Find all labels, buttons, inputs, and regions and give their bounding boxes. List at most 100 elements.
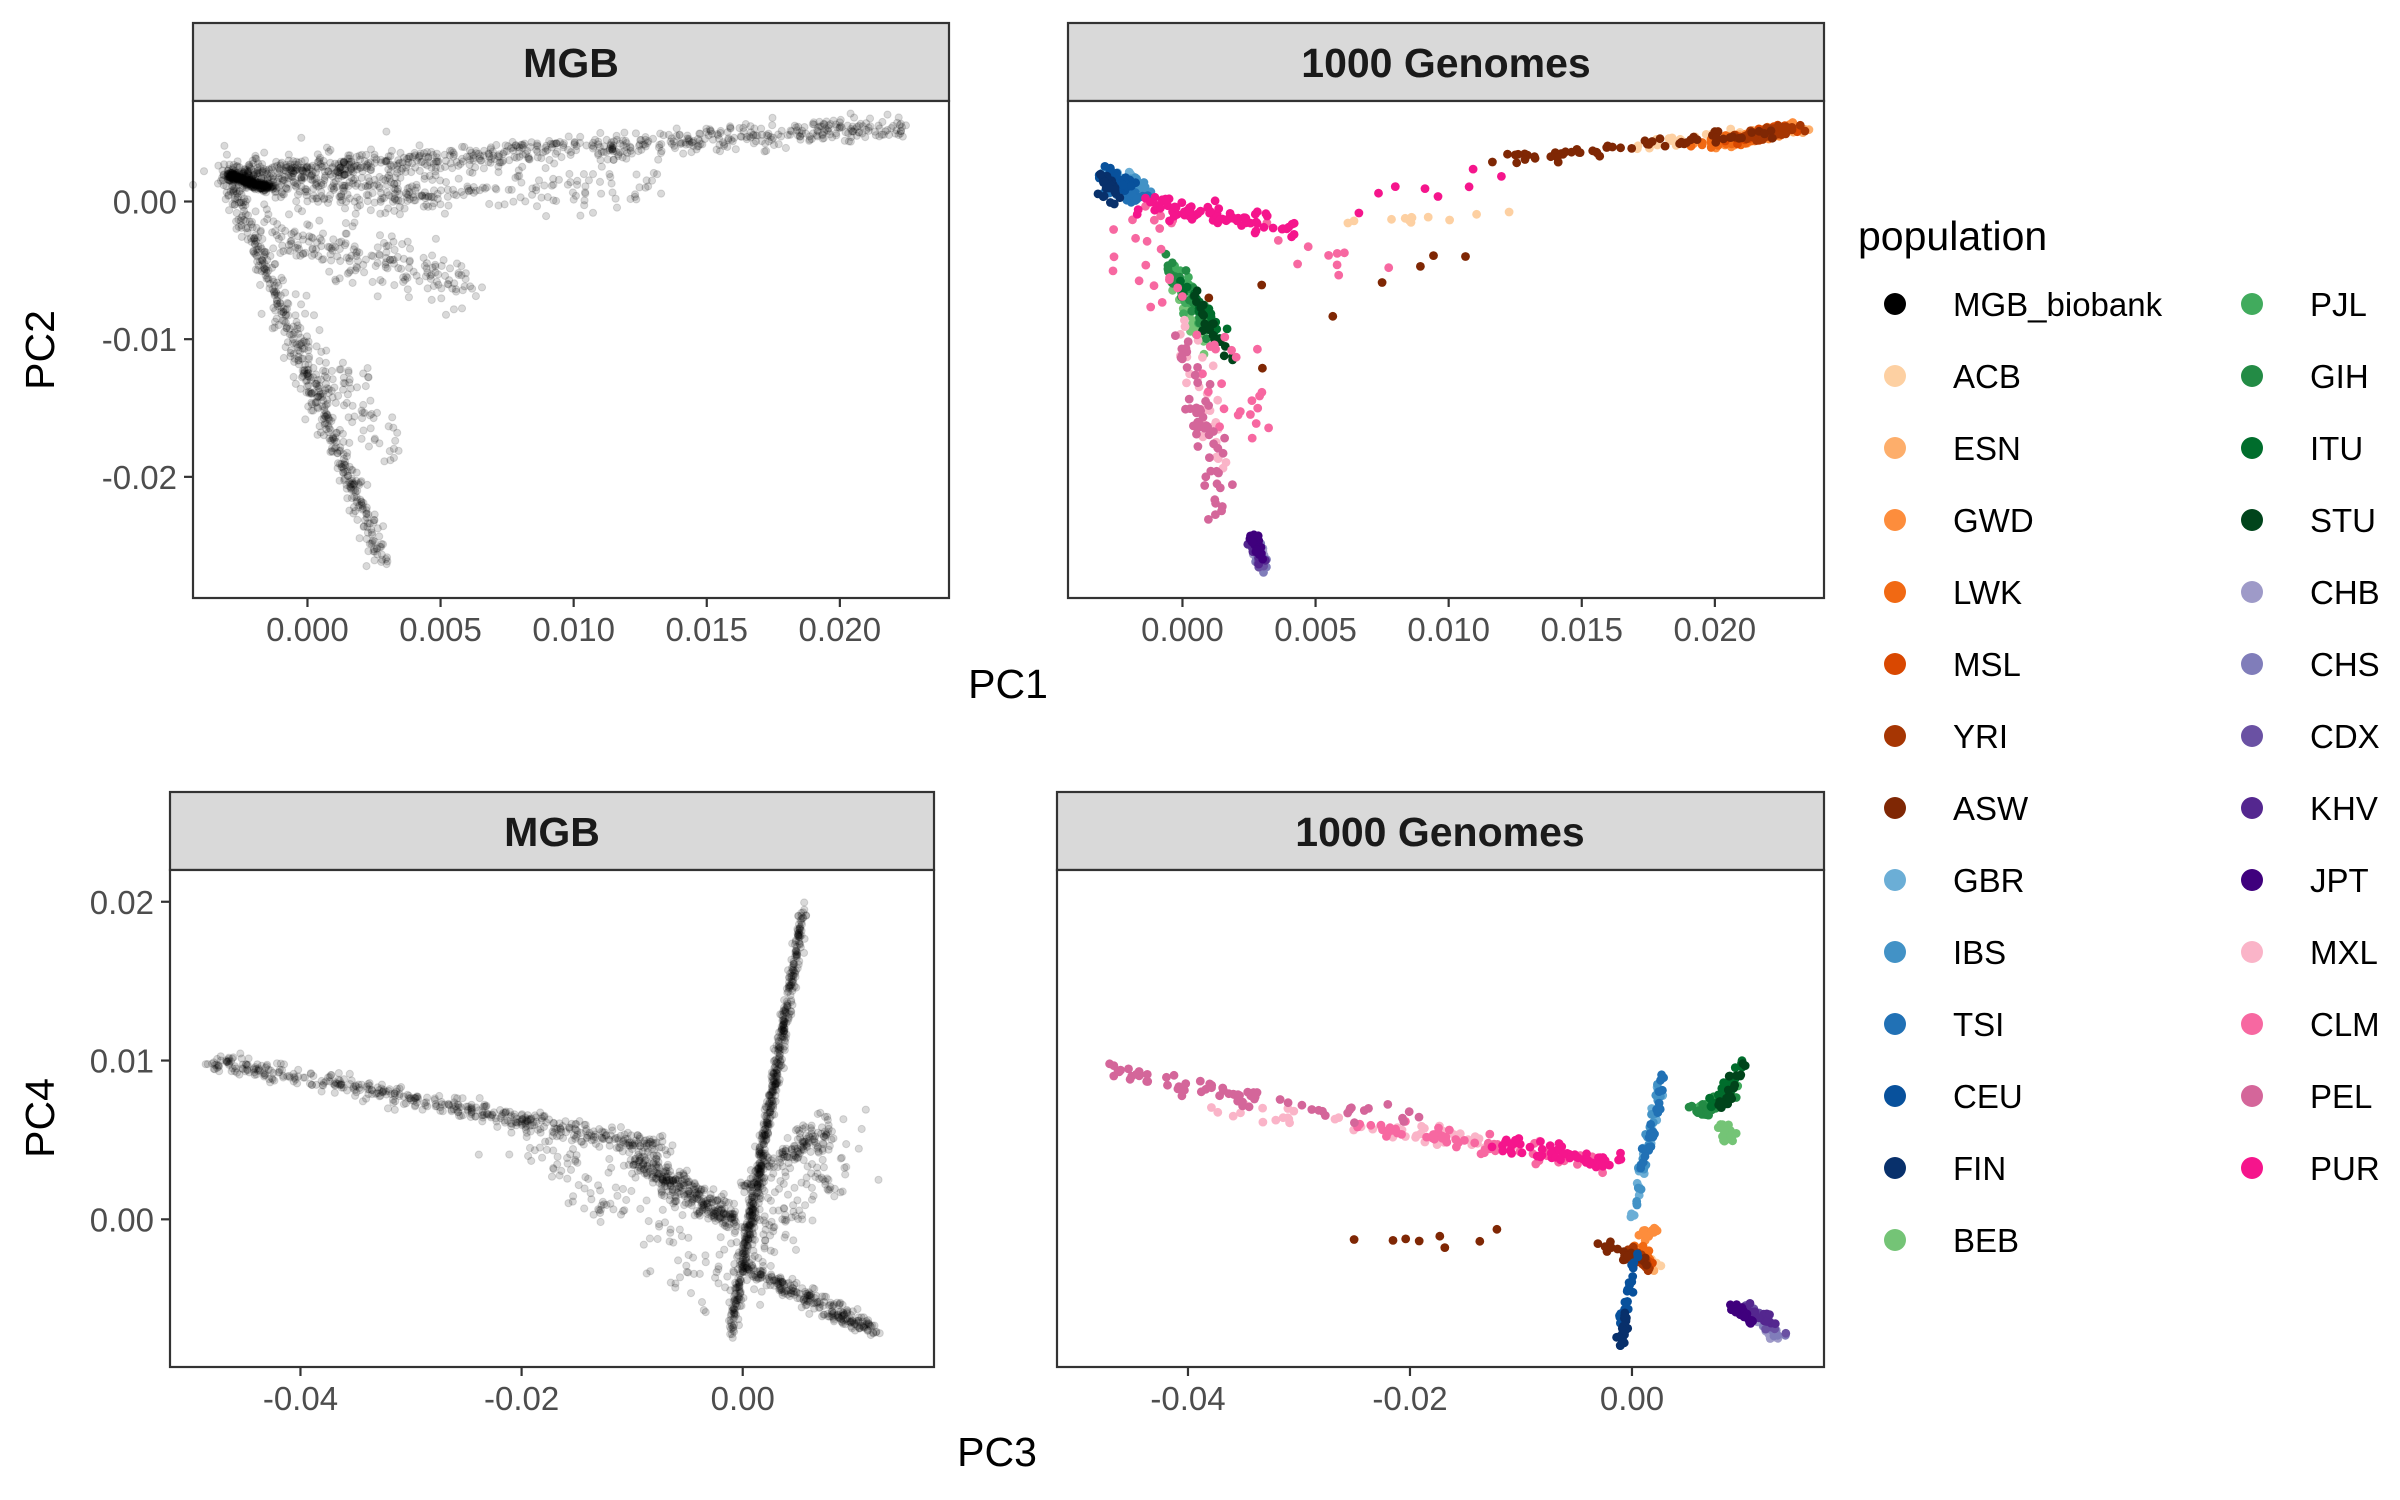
data-point	[631, 190, 640, 199]
data-point	[813, 1109, 822, 1119]
data-point	[314, 197, 323, 206]
data-point	[1251, 226, 1261, 236]
data-point	[538, 148, 548, 157]
data-point	[541, 147, 550, 156]
data-point	[362, 150, 371, 159]
data-point	[350, 492, 359, 502]
data-point	[657, 147, 666, 156]
data-point	[748, 1261, 757, 1270]
data-point	[846, 109, 855, 118]
data-point	[428, 251, 437, 260]
data-point	[893, 118, 902, 127]
data-point	[618, 1184, 628, 1194]
data-point	[606, 172, 615, 182]
data-point	[224, 191, 233, 200]
data-point	[298, 166, 307, 175]
data-point	[359, 369, 368, 378]
data-point	[357, 434, 366, 443]
data-point	[415, 166, 424, 175]
data-point	[653, 1234, 662, 1244]
data-point	[866, 122, 875, 131]
data-point	[418, 157, 427, 166]
data-point	[819, 1301, 828, 1311]
data-point	[403, 285, 412, 294]
data-point	[580, 196, 589, 205]
data-point	[278, 316, 287, 325]
data-point	[635, 140, 644, 149]
data-point	[271, 188, 280, 197]
data-point	[227, 169, 236, 178]
data-point	[850, 113, 859, 122]
data-point	[345, 268, 354, 277]
data-point	[1642, 139, 1652, 149]
data-point	[733, 1296, 742, 1305]
data-point	[467, 148, 476, 157]
data-point	[692, 145, 701, 154]
data-point	[502, 147, 511, 156]
data-point	[700, 134, 710, 143]
data-point	[495, 150, 504, 159]
data-point	[1726, 133, 1736, 142]
data-point	[366, 396, 375, 405]
data-point	[251, 151, 260, 160]
data-point	[1228, 214, 1238, 223]
data-point	[519, 141, 528, 150]
data-point	[648, 134, 658, 143]
data-point	[1181, 266, 1191, 275]
data-point	[299, 1073, 308, 1082]
data-point	[350, 218, 359, 227]
data-point	[297, 133, 306, 142]
data-point	[533, 141, 542, 150]
data-point	[326, 145, 335, 155]
data-point	[693, 1194, 702, 1203]
data-point	[776, 132, 786, 141]
data-point	[290, 1072, 299, 1081]
data-point	[643, 138, 652, 148]
data-point	[597, 162, 606, 171]
plot-panel	[191, 99, 951, 600]
data-point	[345, 154, 354, 163]
data-point	[365, 1085, 374, 1094]
data-point	[251, 154, 260, 163]
data-point	[518, 162, 527, 171]
data-point	[1433, 192, 1443, 201]
data-point	[511, 141, 521, 150]
data-point	[704, 131, 713, 140]
data-point	[431, 163, 440, 172]
data-point	[649, 1159, 658, 1168]
data-point	[310, 249, 319, 259]
data-point	[832, 131, 841, 140]
data-point	[626, 143, 635, 152]
data-point	[484, 150, 493, 159]
data-point	[235, 163, 244, 172]
data-point	[492, 185, 501, 194]
data-point	[415, 152, 424, 161]
data-point	[1461, 252, 1470, 261]
data-point	[227, 182, 237, 191]
data-point	[1503, 149, 1512, 159]
data-point	[1251, 547, 1261, 557]
data-point	[359, 522, 369, 531]
data-point	[504, 142, 513, 151]
data-point	[252, 169, 261, 178]
data-point	[240, 177, 249, 186]
data-point	[826, 120, 835, 129]
data-point	[268, 185, 277, 194]
data-point	[693, 142, 702, 151]
data-point	[432, 149, 441, 158]
data-point	[571, 146, 581, 155]
data-point	[667, 139, 677, 148]
data-point	[672, 131, 681, 141]
data-point	[566, 178, 575, 187]
data-point	[806, 1147, 815, 1157]
data-point	[284, 156, 293, 165]
data-point	[460, 142, 469, 152]
data-point	[724, 135, 733, 145]
data-point	[433, 189, 442, 198]
data-point	[819, 119, 828, 128]
data-point	[1204, 293, 1214, 303]
data-point	[412, 156, 422, 165]
data-point	[468, 168, 477, 177]
data-point	[315, 155, 324, 164]
data-point	[649, 168, 658, 178]
